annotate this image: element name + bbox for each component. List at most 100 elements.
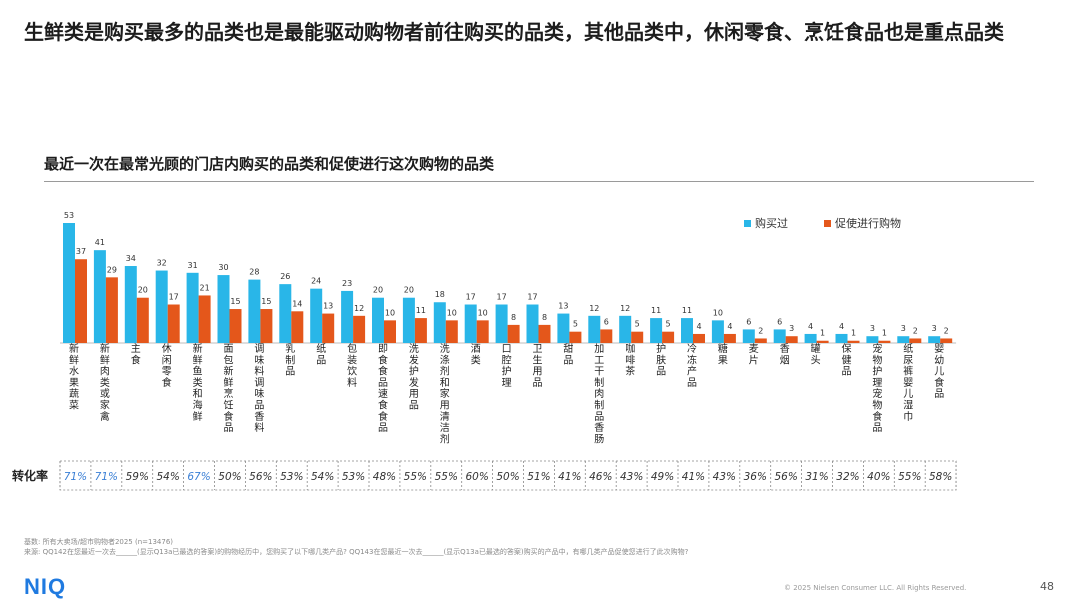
data-label-trigger-15: 8 — [542, 313, 547, 322]
category-label-5: 面包新鲜烹饪食品 — [224, 344, 234, 434]
data-label-purchased-19: 11 — [651, 306, 661, 315]
page-headline: 生鲜类是购买最多的品类也是最能驱动购物者前往购买的品类，其他品类中，休闲零食、烹… — [24, 20, 1004, 44]
conversion-rate-21: 43% — [713, 471, 736, 483]
bar-trigger-12 — [445, 320, 458, 343]
bar-trigger-13 — [476, 320, 489, 343]
data-label-trigger-13: 10 — [478, 308, 488, 317]
conversion-rate-4: 67% — [187, 471, 210, 483]
conversion-rate-23: 56% — [774, 471, 797, 483]
category-label-26: 宠物护理宠物食品 — [872, 342, 882, 434]
niq-logo: NIQ — [24, 574, 67, 599]
bar-purchased-0 — [63, 223, 75, 343]
data-label-trigger-28: 2 — [944, 326, 949, 335]
bar-purchased-1 — [93, 250, 106, 343]
data-label-purchased-6: 28 — [249, 268, 259, 277]
bar-purchased-11 — [402, 297, 415, 343]
data-label-purchased-10: 20 — [373, 286, 383, 295]
data-label-purchased-0: 53 — [64, 211, 74, 220]
category-label-11: 洗发护发用品 — [409, 343, 419, 412]
category-label-25: 保健品 — [842, 342, 852, 378]
bar-trigger-5 — [229, 309, 242, 343]
conversion-rate-11: 55% — [404, 471, 427, 483]
conversion-rate-1: 71% — [95, 471, 118, 483]
data-label-trigger-4: 21 — [200, 283, 210, 292]
bar-purchased-5 — [217, 275, 230, 343]
conversion-rate-17: 46% — [589, 471, 612, 483]
data-label-trigger-2: 20 — [138, 286, 148, 295]
data-label-trigger-9: 12 — [354, 304, 364, 313]
conversion-rate-28: 58% — [929, 471, 952, 483]
category-label-18: 咖啡茶 — [625, 343, 635, 378]
bar-trigger-23 — [785, 336, 798, 343]
conversion-rate-27: 55% — [898, 471, 921, 483]
bar-purchased-15 — [526, 304, 539, 343]
data-label-trigger-8: 13 — [323, 302, 333, 311]
legend-swatch-trigger — [824, 220, 831, 227]
bar-purchased-16 — [557, 313, 570, 343]
conversion-rate-20: 41% — [682, 471, 705, 483]
data-label-trigger-12: 10 — [447, 308, 457, 317]
data-label-purchased-13: 17 — [466, 293, 476, 302]
bar-trigger-18 — [631, 331, 644, 343]
category-label-4: 新鲜鱼类和海鲜 — [193, 342, 203, 423]
data-label-trigger-1: 29 — [107, 265, 117, 274]
bar-purchased-21 — [711, 320, 724, 343]
data-label-purchased-17: 12 — [589, 304, 599, 313]
data-label-purchased-16: 13 — [558, 302, 568, 311]
data-label-trigger-25: 1 — [851, 329, 856, 338]
data-label-purchased-4: 31 — [188, 261, 198, 270]
data-label-trigger-5: 15 — [230, 297, 240, 306]
data-label-purchased-27: 3 — [901, 324, 906, 333]
bar-trigger-20 — [693, 333, 705, 343]
bar-trigger-16 — [569, 331, 582, 343]
bar-purchased-25 — [835, 333, 848, 343]
data-label-purchased-26: 3 — [870, 324, 875, 333]
conversion-rate-2: 59% — [126, 471, 149, 483]
bar-trigger-25 — [847, 340, 860, 343]
data-label-trigger-20: 4 — [696, 322, 701, 331]
copyright: © 2025 Nielsen Consumer LLC. All Rights … — [784, 584, 967, 592]
conversion-row-frame — [59, 460, 957, 491]
data-label-trigger-6: 15 — [261, 297, 271, 306]
data-label-purchased-11: 20 — [404, 286, 414, 295]
category-label-9: 包装饮料 — [347, 342, 357, 389]
data-label-purchased-2: 34 — [126, 254, 136, 263]
category-label-24: 罐头 — [811, 342, 821, 366]
data-label-purchased-5: 30 — [218, 263, 228, 272]
bar-purchased-27 — [897, 336, 910, 343]
category-label-19: 护肤品 — [656, 342, 666, 378]
data-label-trigger-17: 6 — [604, 317, 609, 326]
conversion-rate-19: 49% — [651, 471, 674, 483]
data-label-purchased-21: 10 — [713, 308, 723, 317]
data-label-purchased-9: 23 — [342, 279, 352, 288]
data-label-trigger-26: 1 — [882, 329, 887, 338]
legend-label-purchased: 购买过 — [755, 216, 788, 230]
category-label-13: 酒类 — [471, 343, 481, 366]
bar-trigger-4 — [198, 295, 211, 343]
data-label-purchased-3: 32 — [157, 259, 167, 268]
category-label-12: 洗涤剂和家用清洁剂 — [440, 343, 450, 445]
bar-trigger-6 — [260, 309, 273, 343]
bar-purchased-9 — [341, 290, 354, 343]
bar-trigger-14 — [507, 324, 520, 343]
bar-trigger-2 — [136, 297, 149, 343]
bar-purchased-22 — [742, 329, 755, 343]
bar-purchased-12 — [433, 302, 446, 343]
conversion-rate-14: 50% — [496, 471, 519, 483]
data-label-purchased-1: 41 — [95, 238, 105, 247]
bar-trigger-21 — [723, 333, 736, 343]
category-label-22: 麦片 — [749, 343, 759, 366]
data-label-purchased-14: 17 — [497, 293, 507, 302]
category-label-1: 新鲜肉类或家禽 — [100, 342, 110, 423]
bar-trigger-0 — [75, 259, 87, 343]
bar-trigger-28 — [940, 338, 953, 343]
category-label-10: 即食食品速食食品 — [378, 343, 388, 434]
title-divider — [44, 181, 1034, 182]
conversion-rate-7: 53% — [280, 471, 303, 483]
conversion-rate-9: 53% — [342, 471, 365, 483]
category-label-8: 纸品 — [316, 342, 326, 366]
bar-purchased-20 — [681, 318, 693, 343]
data-label-purchased-20: 11 — [682, 306, 692, 315]
category-label-7: 乳制品 — [285, 342, 295, 378]
conversion-rate-12: 55% — [435, 471, 458, 483]
